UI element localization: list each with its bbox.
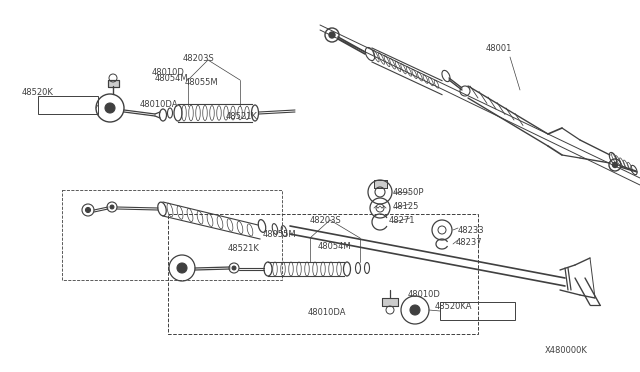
Bar [374,180,387,188]
Text: 48010D: 48010D [152,68,185,77]
Circle shape [410,305,420,315]
Text: 48054M: 48054M [318,242,351,251]
Bar [168,214,478,334]
Bar [108,80,119,87]
Bar [374,180,387,188]
Bar [382,298,398,306]
Text: 48237: 48237 [456,238,483,247]
Bar [440,302,515,320]
Bar [382,298,398,306]
Text: 48520KA: 48520KA [435,302,472,311]
Circle shape [110,205,114,209]
Circle shape [232,266,236,270]
Circle shape [329,32,335,38]
Bar [108,80,119,87]
Text: 48203S: 48203S [183,54,215,63]
Text: 48055M: 48055M [263,230,296,239]
Bar [62,190,282,280]
Text: X480000K: X480000K [545,346,588,355]
Text: 48010DA: 48010DA [308,308,346,317]
Circle shape [86,208,90,212]
Text: 48010DA: 48010DA [140,100,179,109]
Text: 48521K: 48521K [226,112,258,121]
Text: 48010D: 48010D [408,290,441,299]
Circle shape [612,163,618,167]
Text: 48950P: 48950P [393,188,424,197]
Text: 48271: 48271 [389,216,415,225]
Text: 48233: 48233 [458,226,484,235]
Text: 48055M: 48055M [185,78,219,87]
Text: 48203S: 48203S [310,216,342,225]
Text: 48521K: 48521K [228,244,260,253]
Text: 48001: 48001 [486,44,513,53]
Text: 48125: 48125 [393,202,419,211]
Circle shape [177,263,187,273]
Circle shape [105,103,115,113]
Bar [38,96,98,114]
Text: 48520K: 48520K [22,88,54,97]
Text: 48054M: 48054M [155,74,189,83]
